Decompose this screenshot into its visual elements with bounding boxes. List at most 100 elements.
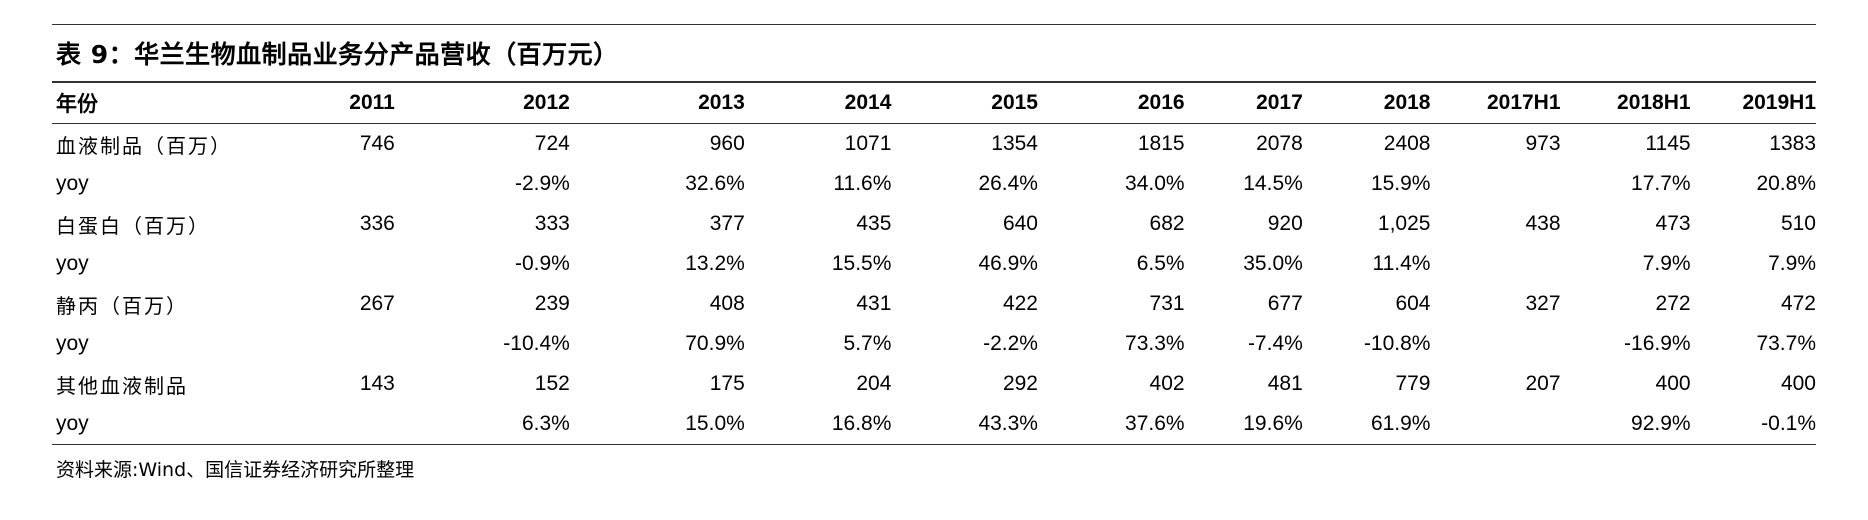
- table-cell: 19.6%: [1184, 404, 1303, 445]
- table-row: yoy -10.4% 70.9% 5.7% -2.2% 73.3% -7.4% …: [52, 324, 1816, 364]
- row-label: yoy: [56, 172, 89, 195]
- table-cell: 731: [1149, 292, 1185, 315]
- table-cell: 35.0%: [1243, 252, 1303, 275]
- table-row: 白蛋白（百万） 336 333 377 435 640 682 920 1,02…: [52, 204, 1816, 244]
- header-cell: 2017: [1184, 83, 1303, 124]
- header-cell: 2015: [891, 83, 1038, 124]
- table-cell: 1071: [844, 132, 892, 155]
- table-cell: 960: [709, 132, 745, 155]
- table-cell: [288, 324, 394, 364]
- table-cell: 746: [359, 132, 395, 155]
- report-table-figure: 表 9：华兰生物血制品业务分产品营收（百万元） 年份 2011 2012 201…: [52, 24, 1816, 482]
- table-row: yoy -0.9% 13.2% 15.5% 46.9% 6.5% 35.0% 1…: [52, 244, 1816, 284]
- table-cell: -0.1%: [1690, 404, 1816, 445]
- table-cell: [1430, 244, 1560, 284]
- table-cell: 2078: [1256, 132, 1303, 155]
- table-cell: 333: [534, 212, 570, 235]
- table-cell: [288, 404, 395, 445]
- table-cell: 473: [1655, 212, 1691, 235]
- table-cell: 438: [1525, 212, 1561, 235]
- header-cell: 年份: [52, 83, 289, 124]
- table-cell: -2.9%: [514, 172, 570, 195]
- table-cell: 604: [1395, 292, 1431, 315]
- row-label: yoy: [56, 332, 89, 355]
- row-label: 白蛋白（百万）: [56, 213, 210, 238]
- table-cell: 7.9%: [1768, 252, 1816, 275]
- table-cell: [288, 244, 394, 284]
- table-cell: 15.5%: [831, 252, 892, 275]
- table-cell: [1430, 164, 1560, 204]
- table-cell: 92.9%: [1560, 404, 1691, 445]
- table-cell: 16.8%: [744, 404, 892, 445]
- row-label: 其他血液制品: [56, 373, 188, 398]
- table-cell: 400: [1780, 372, 1816, 395]
- header-cell: 2013: [569, 83, 745, 124]
- table-cell: -16.9%: [1624, 332, 1691, 355]
- table-cell: 32.6%: [685, 172, 745, 195]
- table-cell: 677: [1267, 292, 1303, 315]
- table-cell: 46.9%: [978, 252, 1038, 275]
- table-cell: 73.7%: [1756, 332, 1816, 355]
- revenue-by-product-table: 年份 2011 2012 2013 2014 2015 2016 2017 20…: [52, 83, 1816, 445]
- table-cell: 402: [1149, 372, 1185, 395]
- table-cell: 17.7%: [1631, 172, 1691, 195]
- table-cell: 408: [709, 292, 745, 315]
- table-cell: [288, 164, 394, 204]
- header-row: 年份 2011 2012 2013 2014 2015 2016 2017 20…: [52, 83, 1816, 124]
- header-cell: 2014: [744, 83, 892, 124]
- table-cell: 472: [1780, 292, 1816, 315]
- table-cell: 422: [1002, 292, 1038, 315]
- table-cell: 73.3%: [1125, 332, 1185, 355]
- table-cell: 70.9%: [685, 332, 745, 355]
- table-cell: -10.4%: [503, 332, 570, 355]
- table-cell: [1430, 324, 1560, 364]
- table-cell: 724: [534, 132, 570, 155]
- table-cell: 6.5%: [1136, 252, 1185, 275]
- header-cell: 2018: [1302, 83, 1431, 124]
- table-cell: 920: [1267, 212, 1303, 235]
- table-cell: 779: [1395, 372, 1431, 395]
- table-cell: 14.5%: [1243, 172, 1303, 195]
- table-cell: 400: [1655, 372, 1691, 395]
- table-cell: 207: [1525, 372, 1561, 395]
- table-title: 表 9：华兰生物血制品业务分产品营收（百万元）: [56, 40, 619, 69]
- table-cell: 175: [709, 372, 745, 395]
- table-cell: 431: [856, 292, 892, 315]
- table-cell: 1815: [1137, 132, 1185, 155]
- header-cell: 2012: [394, 83, 570, 124]
- table-cell: -7.4%: [1247, 332, 1303, 355]
- table-cell: 973: [1525, 132, 1561, 155]
- table-cell: 239: [534, 292, 570, 315]
- table-cell: 1383: [1769, 132, 1816, 155]
- table-cell: 267: [359, 292, 395, 315]
- table-cell: 143: [359, 372, 395, 395]
- table-cell: [1430, 404, 1561, 445]
- table-cell: 682: [1149, 212, 1185, 235]
- table-cell: 15.0%: [569, 404, 745, 445]
- table-cell: 272: [1655, 292, 1691, 315]
- table-cell: 204: [856, 372, 892, 395]
- header-cell: 2016: [1037, 83, 1185, 124]
- top-rule: [52, 24, 1816, 25]
- table-cell: 37.6%: [1037, 404, 1185, 445]
- source-note: 资料来源:Wind、国信证券经济研究所整理: [56, 459, 415, 481]
- table-cell: 336: [359, 212, 395, 235]
- table-cell: 34.0%: [1125, 172, 1185, 195]
- title-rule: [52, 81, 1816, 83]
- row-label: 血液制品（百万）: [56, 133, 232, 158]
- row-label: yoy: [56, 252, 89, 275]
- table-row: 血液制品（百万） 746 724 960 1071 1354 1815 2078…: [52, 124, 1816, 165]
- table-cell: 13.2%: [685, 252, 745, 275]
- table-cell: 2408: [1383, 132, 1431, 155]
- table-cell: 6.3%: [394, 404, 570, 445]
- table-cell: 292: [1002, 372, 1038, 395]
- table-cell: 435: [856, 212, 892, 235]
- header-cell: 2011: [288, 83, 395, 124]
- table-cell: -0.9%: [514, 252, 570, 275]
- table-cell: 20.8%: [1756, 172, 1816, 195]
- header-cell: 2018H1: [1560, 83, 1691, 124]
- table-row: yoy -2.9% 32.6% 11.6% 26.4% 34.0% 14.5% …: [52, 164, 1816, 204]
- table-row: 其他血液制品 143 152 175 204 292 402 481 779 2…: [52, 364, 1816, 404]
- table-cell: 11.4%: [1372, 252, 1431, 275]
- row-label: 静丙（百万）: [56, 293, 188, 318]
